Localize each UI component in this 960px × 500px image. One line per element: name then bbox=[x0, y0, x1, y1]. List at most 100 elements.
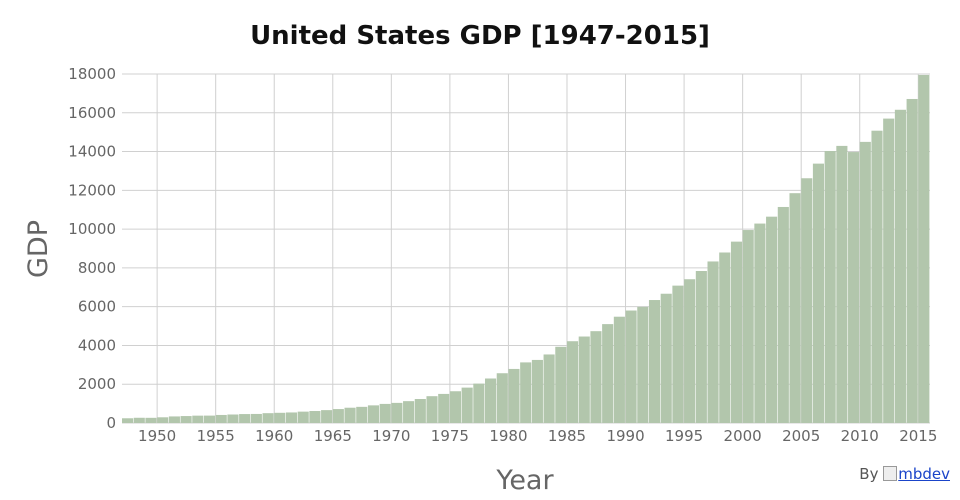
bar bbox=[848, 152, 860, 423]
x-tick-label: 2005 bbox=[782, 427, 820, 445]
bar bbox=[906, 98, 918, 423]
y-tick-label: 12000 bbox=[68, 181, 116, 199]
bar bbox=[894, 109, 906, 424]
x-tick-label: 2000 bbox=[724, 427, 762, 445]
bar bbox=[508, 368, 520, 423]
credit-link[interactable]: mbdev bbox=[883, 465, 950, 483]
bar bbox=[824, 150, 836, 423]
x-tick-label: 1995 bbox=[665, 427, 703, 445]
bar bbox=[543, 354, 555, 423]
y-tick-label: 10000 bbox=[68, 220, 116, 238]
x-tick-label: 2010 bbox=[841, 427, 879, 445]
bar bbox=[648, 300, 661, 423]
bar bbox=[180, 416, 192, 423]
y-tick-label: 8000 bbox=[78, 259, 116, 277]
bar bbox=[133, 417, 145, 423]
bar bbox=[918, 74, 930, 423]
bar bbox=[719, 252, 731, 423]
credit-prefix: By bbox=[859, 465, 879, 483]
bar bbox=[496, 373, 508, 423]
bar bbox=[344, 407, 356, 423]
y-tick-label: 18000 bbox=[68, 65, 116, 83]
bar bbox=[613, 316, 625, 423]
y-tick-label: 2000 bbox=[78, 375, 116, 393]
bar bbox=[145, 417, 157, 423]
bar bbox=[602, 324, 614, 423]
bar bbox=[321, 410, 333, 423]
y-tick-label: 14000 bbox=[68, 143, 116, 161]
x-tick-label: 1955 bbox=[197, 427, 235, 445]
bar bbox=[578, 336, 590, 423]
bar bbox=[192, 415, 204, 423]
bar bbox=[274, 412, 286, 423]
x-tick-label: 1985 bbox=[548, 427, 586, 445]
bar bbox=[262, 413, 274, 423]
bar bbox=[367, 405, 380, 423]
bar bbox=[438, 393, 450, 423]
bar bbox=[590, 331, 602, 423]
bar bbox=[157, 417, 169, 423]
x-tick-label: 1965 bbox=[314, 427, 352, 445]
bar bbox=[637, 306, 649, 423]
x-tick-label: 1970 bbox=[372, 427, 410, 445]
bar bbox=[531, 359, 543, 423]
bar bbox=[122, 418, 134, 423]
bar bbox=[766, 216, 778, 423]
bar bbox=[356, 406, 368, 423]
bar bbox=[250, 413, 262, 423]
y-tick-label: 4000 bbox=[78, 336, 116, 354]
bar bbox=[332, 409, 344, 423]
bar bbox=[812, 163, 825, 423]
bar bbox=[871, 130, 883, 423]
bar bbox=[485, 378, 497, 423]
bar bbox=[309, 411, 321, 423]
bar bbox=[473, 383, 485, 423]
bar bbox=[754, 223, 766, 423]
bar bbox=[883, 118, 895, 423]
x-axis-title: Year bbox=[495, 465, 554, 496]
bar bbox=[391, 402, 403, 423]
y-tick-label: 6000 bbox=[78, 298, 116, 316]
bars bbox=[122, 74, 930, 424]
credit: By mbdev bbox=[859, 465, 950, 483]
bar bbox=[730, 241, 743, 423]
bar bbox=[215, 414, 227, 423]
bar bbox=[684, 279, 696, 423]
x-tick-label: 1960 bbox=[255, 427, 293, 445]
bar bbox=[566, 341, 579, 423]
bar bbox=[836, 145, 848, 424]
bar bbox=[426, 396, 438, 423]
x-tick-label: 2015 bbox=[899, 427, 937, 445]
bar bbox=[801, 178, 813, 423]
x-tick-label: 1980 bbox=[489, 427, 527, 445]
bar bbox=[695, 271, 707, 423]
bar bbox=[449, 391, 461, 423]
bar bbox=[777, 206, 789, 423]
bar bbox=[461, 387, 473, 423]
bar bbox=[379, 403, 391, 423]
bar bbox=[297, 411, 309, 423]
bar bbox=[672, 285, 684, 423]
bar bbox=[239, 414, 251, 423]
bar bbox=[414, 398, 426, 423]
y-tick-label: 0 bbox=[106, 414, 116, 432]
bar bbox=[859, 141, 871, 423]
bar bbox=[707, 261, 719, 423]
x-tick-labels: 1950 1955 1960 1965 1970 1975 1980 1985 1990 1995… bbox=[138, 427, 937, 445]
bar bbox=[625, 310, 637, 423]
bar bbox=[555, 346, 567, 423]
bar bbox=[403, 401, 415, 423]
x-tick-label: 1950 bbox=[138, 427, 176, 445]
y-axis-title: GDP bbox=[23, 220, 54, 278]
credit-link-text: mbdev bbox=[898, 465, 950, 483]
chart-title: United States GDP [1947-2015] bbox=[250, 21, 710, 51]
bar bbox=[789, 193, 801, 423]
x-tick-label: 1975 bbox=[431, 427, 469, 445]
y-tick-labels: 0 2000 4000 6000 8000 10000 12000 14000 16000 180… bbox=[68, 65, 116, 432]
bar bbox=[660, 293, 672, 423]
x-tick-label: 1990 bbox=[606, 427, 644, 445]
bar bbox=[520, 362, 532, 423]
bar bbox=[168, 416, 180, 423]
bar bbox=[227, 414, 239, 423]
